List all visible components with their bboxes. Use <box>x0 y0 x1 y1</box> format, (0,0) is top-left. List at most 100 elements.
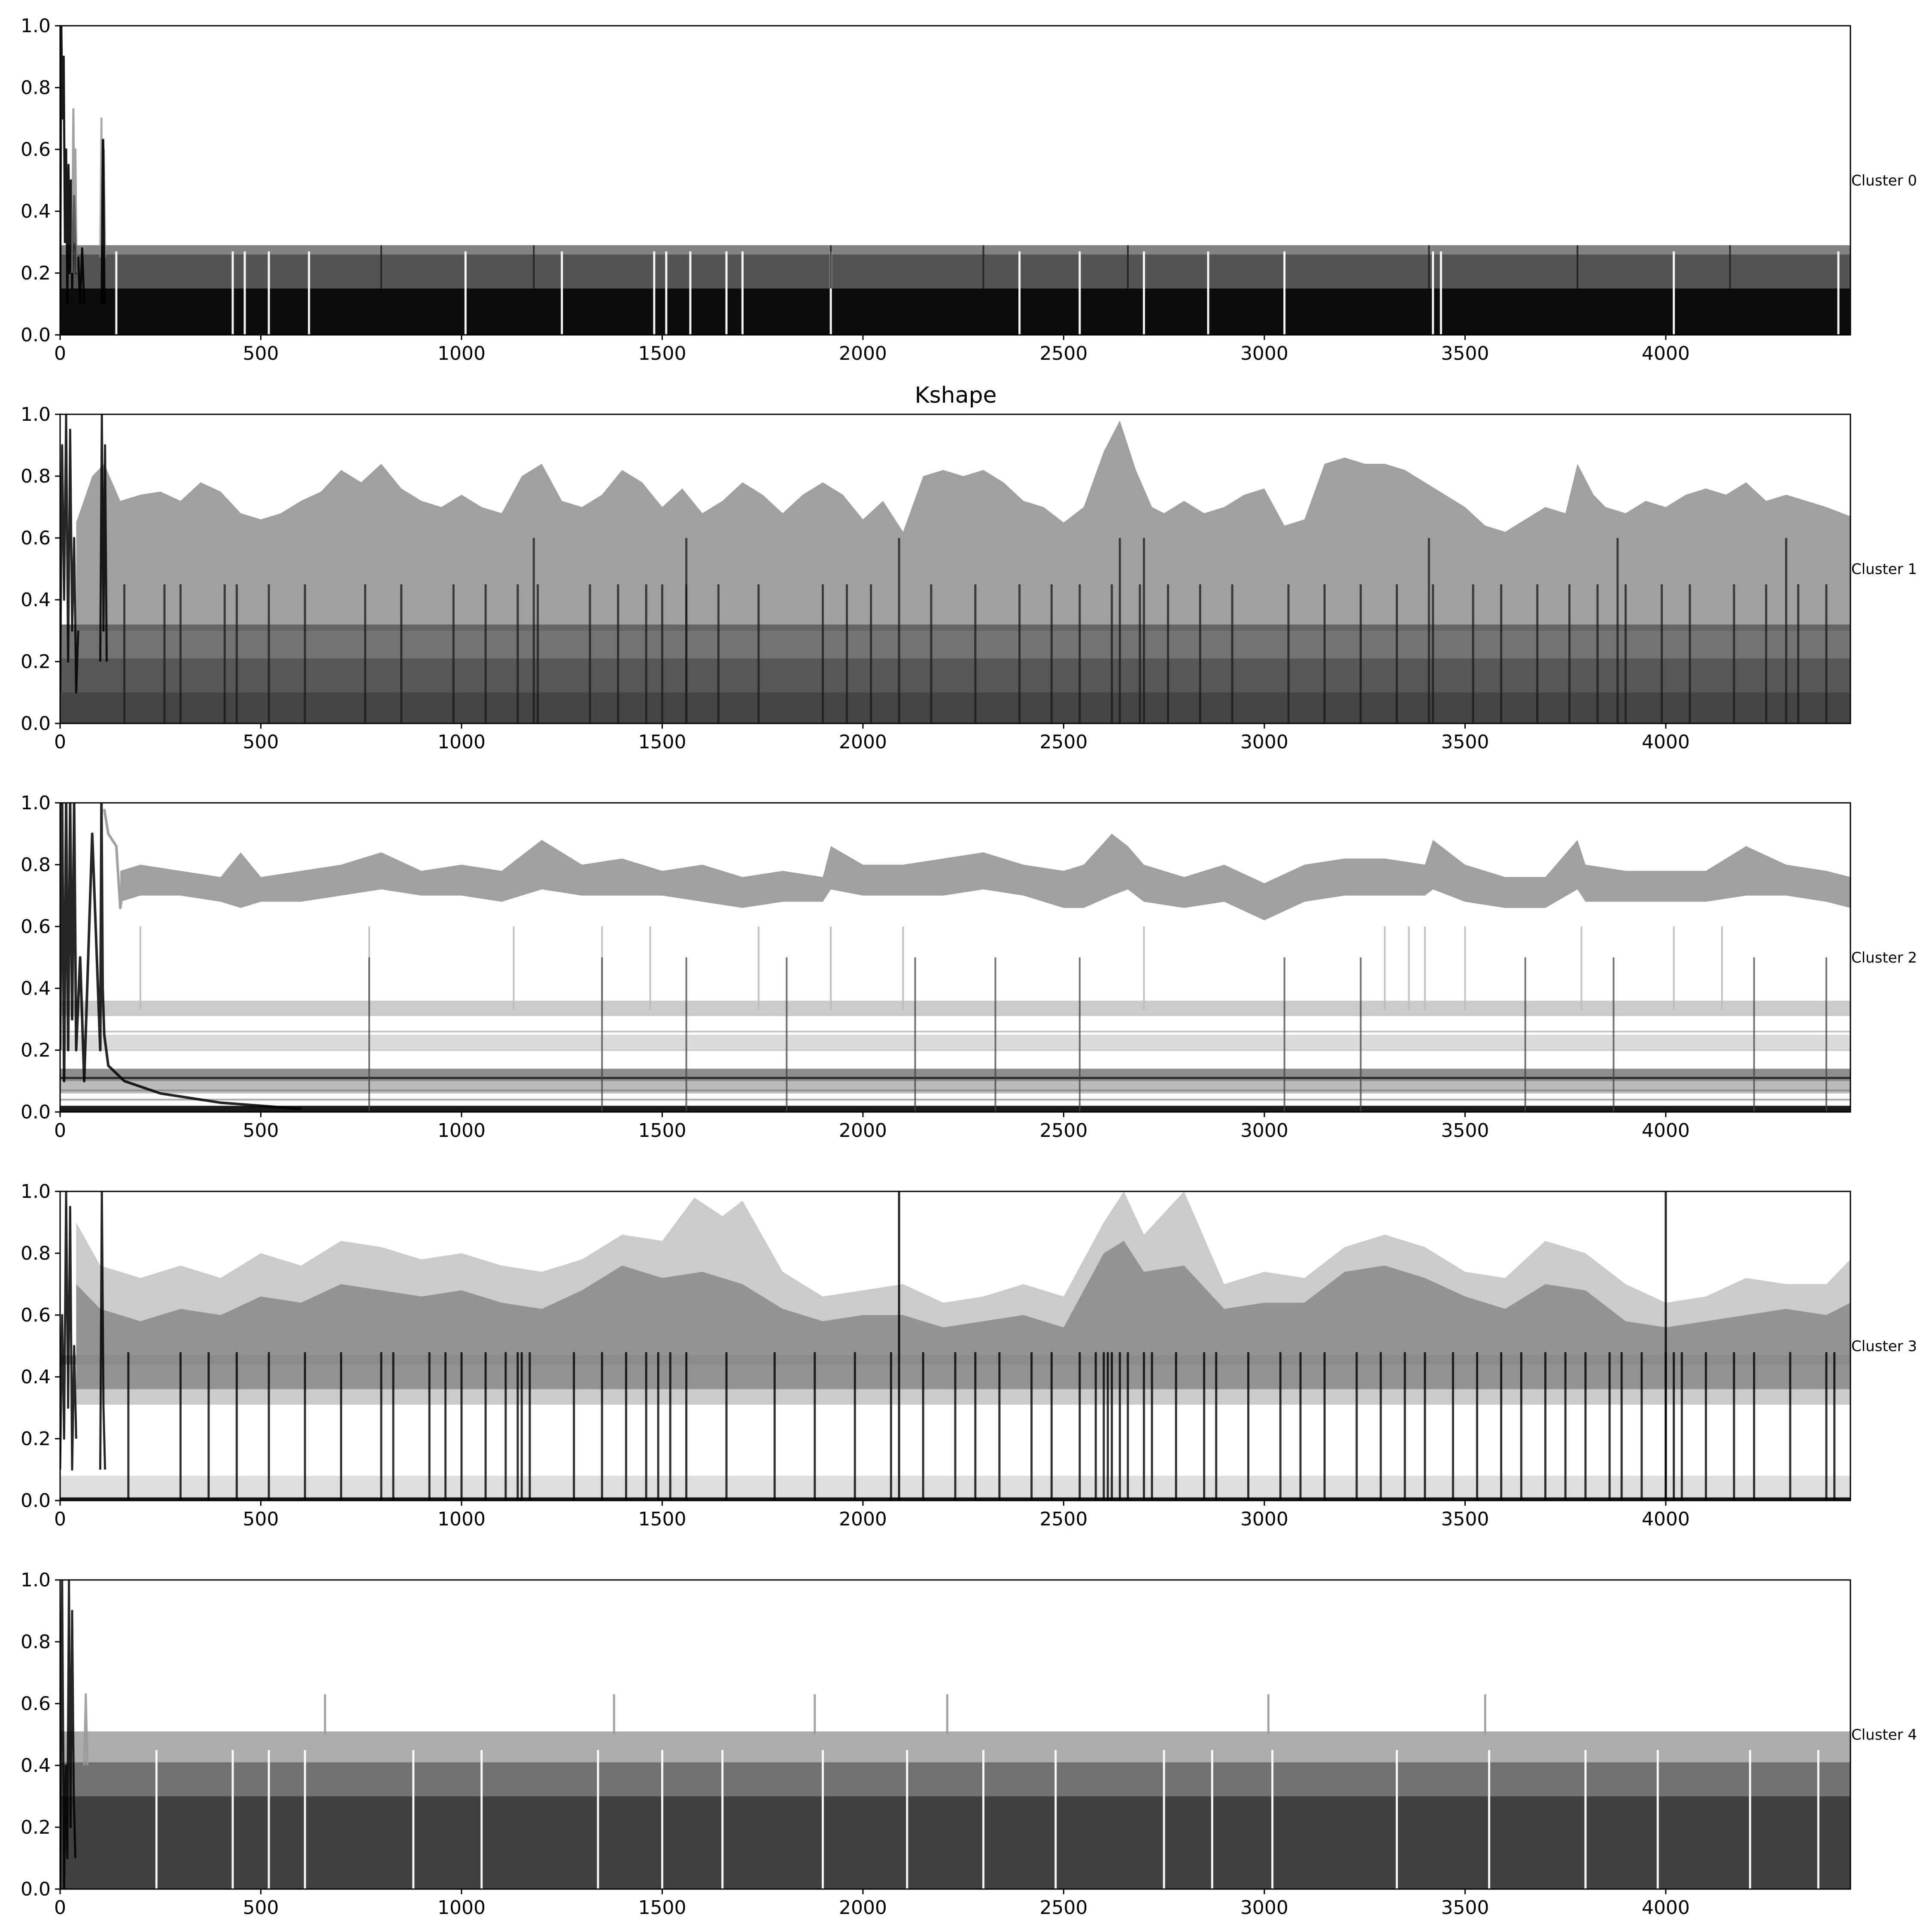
x-tick-label: 1000 <box>437 1120 486 1142</box>
x-tick-label: 3500 <box>1441 343 1489 365</box>
x-tick-label: 3500 <box>1441 731 1489 753</box>
series-envelope <box>76 420 1850 631</box>
series-line <box>99 414 108 662</box>
cluster-label: Cluster 2 <box>1851 949 1917 966</box>
cluster-panel-2: 0 500 1000 1500 2000 2500 3000 3500 4000 0.0 0.2 0.… <box>21 792 1917 1142</box>
x-tick-label: 2500 <box>1039 1897 1088 1919</box>
series-band <box>60 1035 1850 1050</box>
x-tick-label: 0 <box>54 343 66 365</box>
axes-frame <box>59 1191 1851 1501</box>
x-tick-label: 2000 <box>839 1897 887 1919</box>
x-tick-label: 4000 <box>1642 1897 1690 1919</box>
series-line <box>83 1693 89 1766</box>
y-tick-label: 0.8 <box>21 77 51 99</box>
x-tick-label: 2000 <box>839 1508 887 1530</box>
y-tick-label: 1.0 <box>21 1569 51 1591</box>
y-tick-label: 0.0 <box>21 1490 51 1512</box>
series-band <box>60 693 1850 723</box>
x-tick-label: 3500 <box>1441 1120 1489 1142</box>
x-tick-label: 2000 <box>839 343 887 365</box>
y-tick-label: 0.2 <box>21 651 51 673</box>
x-tick-label: 0 <box>54 1897 66 1919</box>
x-tick-label: 4000 <box>1642 1120 1690 1142</box>
plot-area <box>60 414 1850 723</box>
y-tick-label: 0.6 <box>21 1304 51 1326</box>
axes-frame <box>59 1579 1851 1890</box>
plot-area <box>60 803 1850 1112</box>
x-tick-label: 1000 <box>437 1897 486 1919</box>
y-tick-label: 0.6 <box>21 916 51 938</box>
y-tick-label: 0.4 <box>21 1366 51 1388</box>
cluster-panels: 0 500 1000 1500 2000 2500 3000 3500 4000 0.0 0.2 0.… <box>21 15 1917 1919</box>
y-tick-label: 0.0 <box>21 713 51 735</box>
cluster-label: Cluster 4 <box>1851 1726 1917 1744</box>
series-line <box>103 808 126 909</box>
x-tick-label: 3500 <box>1441 1508 1489 1530</box>
axes-frame <box>59 25 1851 336</box>
x-tick-label: 3000 <box>1240 343 1288 365</box>
x-tick-label: 500 <box>243 343 279 365</box>
figure-title: Kshape <box>914 383 996 408</box>
x-tick-label: 1000 <box>437 1508 486 1530</box>
x-tick-label: 1000 <box>437 343 486 365</box>
series-envelope <box>76 1241 1850 1389</box>
y-tick-label: 0.4 <box>21 978 51 999</box>
y-tick-label: 0.4 <box>21 589 51 611</box>
x-tick-label: 500 <box>243 731 279 753</box>
series-band <box>60 289 1850 335</box>
x-tick-label: 0 <box>54 1120 66 1142</box>
x-tick-label: 2000 <box>839 731 887 753</box>
axes-frame <box>59 413 1851 724</box>
x-tick-label: 3500 <box>1441 1897 1489 1919</box>
x-tick-label: 4000 <box>1642 731 1690 753</box>
y-tick-label: 1.0 <box>21 15 51 37</box>
x-tick-label: 500 <box>243 1897 279 1919</box>
plot-area <box>60 26 1850 335</box>
series-line <box>60 803 301 1110</box>
plot-area <box>60 1191 1850 1501</box>
series-line <box>60 1580 76 1889</box>
x-tick-label: 2500 <box>1039 731 1088 753</box>
x-tick-label: 500 <box>243 1508 279 1530</box>
y-tick-label: 0.2 <box>21 262 51 284</box>
series-band <box>60 1000 1850 1016</box>
series-line <box>60 26 85 320</box>
series-band <box>60 1069 1850 1081</box>
series-line <box>99 1191 106 1470</box>
y-tick-label: 0.0 <box>21 1878 51 1900</box>
cluster-panel-1: 0 500 1000 1500 2000 2500 3000 3500 4000 0.0 0.2 0.… <box>21 404 1917 753</box>
y-tick-label: 1.0 <box>21 1181 51 1203</box>
y-tick-label: 0.6 <box>21 1693 51 1715</box>
y-tick-label: 0.6 <box>21 527 51 549</box>
series-band <box>60 1081 1850 1094</box>
x-tick-label: 1000 <box>437 731 486 753</box>
x-tick-label: 3000 <box>1240 1897 1288 1919</box>
series-envelope <box>120 834 1850 920</box>
cluster-panel-4: 0 500 1000 1500 2000 2500 3000 3500 4000 0.0 0.2 0.… <box>21 1569 1917 1919</box>
x-tick-label: 3000 <box>1240 1120 1288 1142</box>
y-tick-label: 0.8 <box>21 854 51 876</box>
y-tick-label: 0.2 <box>21 1817 51 1838</box>
x-tick-label: 1500 <box>638 1120 686 1142</box>
cluster-panel-3: 0 500 1000 1500 2000 2500 3000 3500 4000 0.0 0.2 0.… <box>21 1181 1917 1530</box>
y-tick-label: 0.0 <box>21 1101 51 1123</box>
cluster-label: Cluster 3 <box>1851 1338 1917 1355</box>
cluster-label: Cluster 1 <box>1851 561 1917 578</box>
x-tick-label: 2500 <box>1039 1508 1088 1530</box>
plot-area <box>60 1580 1850 1889</box>
y-tick-label: 0.8 <box>21 465 51 487</box>
series-line <box>60 1191 77 1471</box>
x-tick-label: 4000 <box>1642 1508 1690 1530</box>
y-tick-label: 0.4 <box>21 200 51 222</box>
x-tick-label: 0 <box>54 731 66 753</box>
x-tick-label: 3000 <box>1240 1508 1288 1530</box>
y-tick-label: 0.0 <box>21 324 51 346</box>
y-tick-label: 1.0 <box>21 404 51 425</box>
x-tick-label: 0 <box>54 1508 66 1530</box>
y-tick-label: 0.2 <box>21 1039 51 1061</box>
y-tick-label: 1.0 <box>21 792 51 814</box>
y-tick-label: 0.6 <box>21 139 51 161</box>
axes-frame <box>59 802 1851 1113</box>
x-tick-label: 4000 <box>1642 343 1690 365</box>
